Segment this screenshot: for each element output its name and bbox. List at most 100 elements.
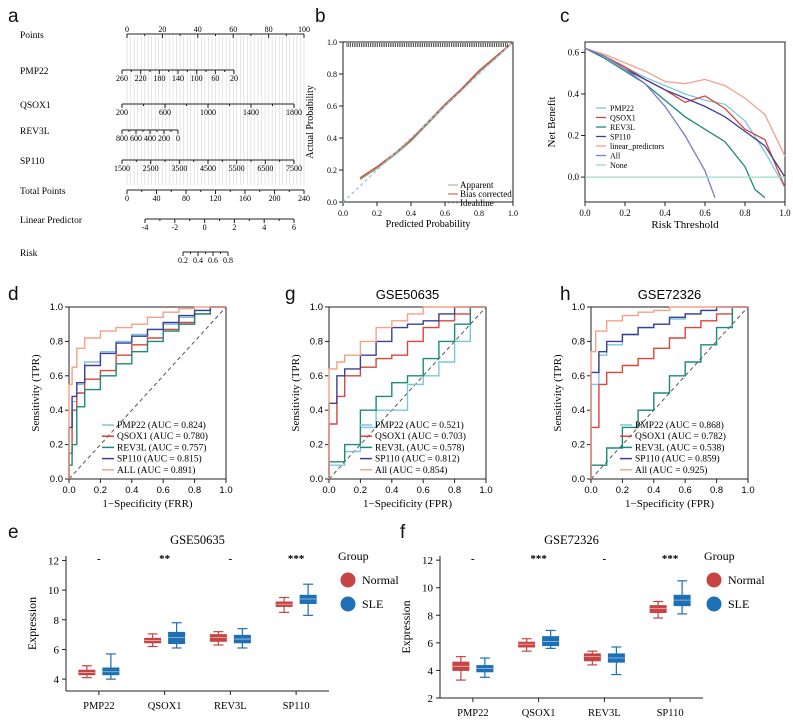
tick-label: 5500 — [229, 164, 245, 173]
tick-label: 200 — [116, 108, 128, 117]
tick-label: 260 — [116, 74, 128, 83]
chart-title: GSE50635 — [170, 533, 225, 547]
y-tick-label: 0.2 — [568, 131, 579, 141]
x-tick-label: 0.8 — [710, 485, 723, 496]
y-tick-label: 0.4 — [572, 405, 585, 416]
x-tick-label: 0.4 — [385, 485, 398, 496]
tick-label: 0 — [176, 134, 180, 143]
chart-b: 0.0 0.2 0.4 0.6 0.8 1.0 0.0 0.2 0.4 0.6 0.8 1.0 Pred… — [305, 38, 518, 230]
row-label: SP110 — [20, 157, 45, 167]
legend-label: Bias corrected — [460, 189, 512, 199]
x-tick-label: 0.4 — [647, 485, 660, 496]
y-tick-label: 0.0 — [568, 172, 580, 182]
series-line-all — [328, 306, 486, 479]
tick-label: 20 — [230, 74, 238, 83]
tick-label: 200 — [269, 194, 281, 203]
chart-title: GSE50635 — [376, 287, 440, 302]
row-label: Points — [20, 31, 44, 41]
x-tick-label: QSOX1 — [522, 708, 556, 719]
tick-label: 200 — [158, 134, 170, 143]
y-axis-label: Sensitivity (TPR) — [30, 354, 42, 432]
row-label: Linear Predictor — [20, 216, 83, 226]
y-tick-label: 0.4 — [327, 134, 337, 143]
series-line-all — [584, 47, 716, 199]
legend-dot-normal — [706, 572, 722, 588]
series-line-rev3l — [584, 47, 766, 199]
legend-label: SLE — [362, 597, 383, 611]
legend-label: REV3L (AUC = 0.538) — [635, 442, 724, 453]
x-tick-label: 0.4 — [659, 208, 671, 218]
legend-label: PMP22 (AUC = 0.868) — [635, 420, 724, 431]
y-tick-label: 0.2 — [50, 440, 63, 451]
series-line-all — [590, 306, 748, 479]
box-normal — [583, 653, 601, 662]
legend-label: PMP22 (AUC = 0.824) — [117, 420, 206, 431]
legend-label: PMP22 (AUC = 0.521) — [375, 420, 464, 431]
legend-label: All (AUC = 0.854) — [375, 465, 447, 476]
tick-label: 220 — [135, 74, 147, 83]
legend-label: REV3L (AUC = 0.578) — [375, 442, 464, 453]
x-tick-label: 0.0 — [338, 209, 348, 218]
x-tick-label: 0.6 — [417, 485, 430, 496]
series-line-all — [68, 306, 226, 479]
chart-h: GSE72326 0.0 0.2 0.4 0.6 0.8 1.0 0.0 0.2 0.4 0.6 0.… — [552, 287, 755, 510]
tick-label: 0 — [125, 25, 129, 34]
tick-label: 140 — [172, 74, 184, 83]
series-line-linear-predictors — [584, 47, 786, 157]
tick-label: 100 — [298, 25, 310, 34]
tick-label: 4500 — [200, 164, 216, 173]
y-tick-label: 6 — [428, 638, 434, 650]
tick-label: 6500 — [257, 164, 273, 173]
y-tick-label: 0.0 — [50, 474, 63, 485]
legend-label: ALL (AUC = 0.891) — [117, 465, 195, 476]
tick-label: 80 — [265, 25, 273, 34]
y-axis-label: Net Benefit — [546, 96, 558, 147]
x-tick-label: QSOX1 — [148, 701, 182, 712]
tick-label: 3500 — [171, 164, 187, 173]
tick-label: 160 — [239, 194, 251, 203]
series-line-ideal-line — [342, 41, 514, 203]
legend-label: SLE — [728, 597, 749, 611]
x-tick-label: REV3L — [588, 708, 621, 719]
y-tick-label: 0.6 — [572, 371, 585, 382]
x-tick-label: SP110 — [283, 701, 310, 712]
significance-label: *** — [288, 553, 305, 565]
x-tick-label: 0.2 — [372, 209, 382, 218]
legend-label: QSOX1 (AUC = 0.780) — [117, 431, 208, 442]
tick-label: 0.4 — [193, 256, 203, 265]
y-tick-label: 0.6 — [310, 371, 323, 382]
tick-label: 7500 — [286, 164, 302, 173]
y-axis-label: Expression — [399, 600, 413, 653]
panel-label-d: d — [8, 284, 19, 305]
legend-label: Normal — [728, 573, 765, 587]
significance-label: ** — [159, 553, 171, 565]
series-line-apparent — [359, 41, 514, 181]
tick-label: 800 — [116, 134, 128, 143]
legend-label: QSOX1 (AUC = 0.703) — [375, 431, 466, 442]
legend-label: All (AUC = 0.925) — [635, 465, 707, 476]
series-line-sp110 — [590, 306, 748, 479]
tick-label: 600 — [130, 134, 142, 143]
y-axis-label: Actual Probability — [305, 85, 316, 159]
y-axis-label: Expression — [25, 597, 39, 650]
y-tick-label: 0.4 — [310, 405, 323, 416]
row-label: QSOX1 — [20, 101, 51, 111]
x-tick-label: 0.2 — [94, 485, 107, 496]
x-tick-label: 0.6 — [440, 209, 450, 218]
row-label: REV3L — [20, 127, 50, 137]
legend-dot-sle — [340, 596, 356, 612]
series-line-sp110 — [328, 306, 486, 479]
chance-line — [328, 306, 487, 480]
legend-label: Normal — [362, 573, 399, 587]
x-tick-label: 1.0 — [479, 485, 492, 496]
y-tick-label: 0.4 — [50, 405, 63, 416]
tick-label: 600 — [159, 108, 171, 117]
y-tick-label: 12 — [48, 555, 59, 567]
x-axis-label: 1−Specificity (FPR) — [363, 498, 452, 510]
tick-label: 6 — [292, 223, 296, 232]
panel-label-h: h — [560, 284, 571, 305]
x-tick-label: 0.6 — [157, 485, 170, 496]
x-tick-label: REV3L — [214, 701, 247, 712]
